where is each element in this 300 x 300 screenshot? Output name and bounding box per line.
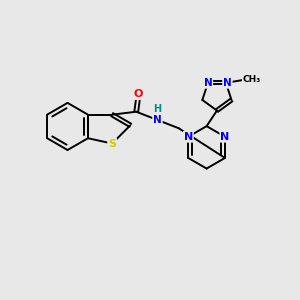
Text: H: H [153,104,161,114]
Text: N: N [223,78,232,88]
Text: N: N [203,78,212,88]
Text: CH₃: CH₃ [243,75,261,84]
Text: O: O [134,89,143,99]
Text: N: N [220,132,230,142]
Text: N: N [153,115,162,125]
Text: S: S [108,139,116,148]
Text: N: N [184,132,193,142]
